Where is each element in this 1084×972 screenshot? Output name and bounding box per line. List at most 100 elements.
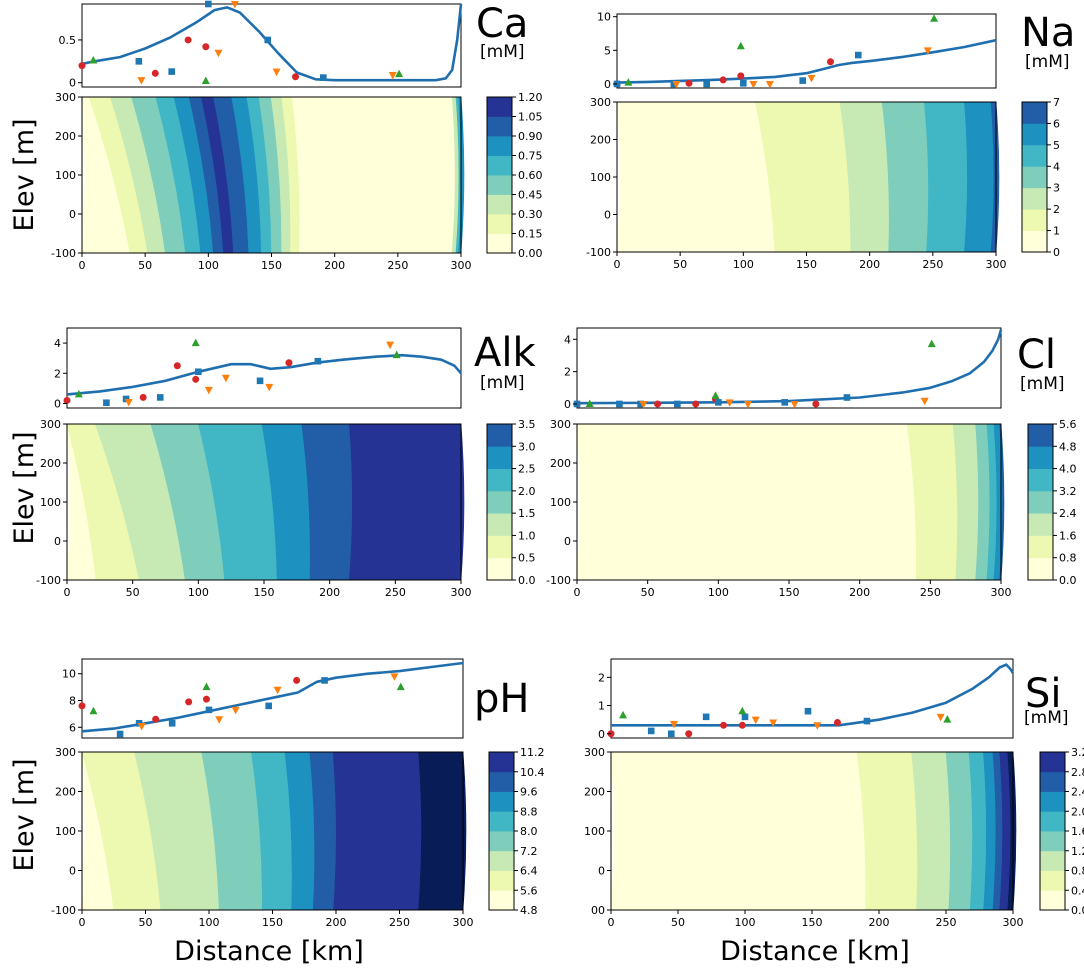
colorbar-segment [1022,187,1047,210]
y-tick-label: -100 [546,574,571,587]
x-tick-label: 0 [608,916,615,929]
marker-triangle-down [215,716,224,724]
marker-triangle-down [272,68,281,77]
y-tick-label: 00 [591,904,605,917]
colorbar-segment [487,557,512,581]
element-unit: [mM] [1025,52,1070,72]
line-plot: 00.5 [59,0,463,90]
colorbar-tick-label: 0.15 [518,228,543,241]
colorbar-tick-label: 0.0 [1071,904,1084,917]
colorbar-segment [489,811,514,832]
contour-band [616,101,776,253]
marker-circle [151,69,159,77]
marker-circle [139,393,147,401]
marker-triangle-down [807,74,816,83]
marker-square [314,357,322,365]
x-tick-label: 100 [199,916,220,929]
marker-triangle-down [725,399,734,407]
line-plot: 0 2 4 [564,327,1003,411]
marker-square [122,395,130,403]
marker-triangle-down [751,716,760,725]
marker-triangle-down [386,341,395,350]
colorbar-tick-label: 6 [1053,117,1060,130]
colorbar-tick-label: 0.8 [1059,552,1077,565]
contour-band [576,423,917,581]
colorbar-tick-label: 0.8 [1071,865,1084,878]
colorbar-tick-label: 4.8 [1059,440,1077,453]
colorbar-segment [487,424,512,447]
marker-square [103,399,110,407]
x-tick-label: 50 [671,916,685,929]
y-tick-label: 200 [55,130,76,143]
marker-triangle-down [920,397,929,406]
marker-square [799,77,807,84]
marker-square [668,730,675,738]
marker-square [156,394,164,401]
marker-circle [812,400,820,408]
y-tick-label: 100 [590,171,611,184]
marker-triangle-down [769,719,778,727]
marker-circle [692,400,700,408]
element-name: Ca [476,1,528,47]
x-tick-label: 0 [614,258,621,271]
x-tick-label: 50 [673,258,687,271]
element-name: Alk [474,330,536,376]
y-tick-label: 0 [564,398,571,411]
colorbar-segment [1040,870,1065,891]
line-plot: 6 8 10 [62,658,464,739]
y-tick-label: 200 [584,786,605,799]
marker-triangle-down [790,400,799,409]
colorbar-segment [1028,513,1053,536]
marker-square [647,727,655,735]
colorbar-tick-label: 4.0 [1059,463,1077,476]
colorbar-tick-label: 0.90 [518,130,543,143]
y-tick-label: 2 [564,366,571,379]
y-tick-label: 100 [584,825,605,838]
marker-square [741,713,749,721]
x-tick-label: 0 [574,586,581,599]
x-tick-label: 150 [802,916,823,929]
contour-band [924,101,968,253]
marker-square [843,394,851,401]
marker-triangle-down [390,673,399,681]
marker-triangle-up [89,706,98,715]
marker-square [715,399,722,406]
colorbar-tick-label: 1.0 [518,529,536,542]
colorbar-segment [487,513,512,536]
marker-triangle-up [89,55,98,64]
colorbar-segment [1040,831,1065,852]
x-tick-label: 200 [324,259,345,272]
marker-circle [833,718,841,726]
y-tick-label: -100 [51,247,76,260]
marker-square [195,368,202,376]
colorbar-segment [1022,166,1047,189]
marker-triangle-up [624,78,633,86]
colorbar-tick-label: 2.5 [518,463,536,476]
colorbar: 0 1 2 3 4 5 6 7 [1021,96,1060,259]
colorbar-tick-label: 1.20 [518,91,543,104]
y-tick-label: 0 [69,208,76,221]
y-axis-label-elev: Elev [m] [9,758,40,871]
colorbar-segment [487,535,512,559]
marker-circle [78,62,86,70]
colorbar-tick-label: 1 [1053,225,1060,238]
line-plot: 0 5 10 [597,11,997,91]
y-tick-label: 5 [604,44,611,57]
x-tick-label: 150 [254,586,275,599]
colorbar-segment [1028,424,1053,447]
x-tick-label: 150 [779,586,800,599]
colorbar-tick-label: 2.4 [1059,507,1077,520]
colorbar-segment [487,194,512,215]
colorbar-segment [487,97,512,117]
x-tick-label: 50 [126,586,140,599]
colorbar-segment [489,752,514,773]
colorbar-segment [487,446,512,469]
marker-circle [192,375,200,383]
marker-triangle-down [923,47,932,55]
y-tick-label: 300 [550,418,571,431]
element-unit: [mM] [1020,374,1065,394]
marker-circle [202,43,210,51]
